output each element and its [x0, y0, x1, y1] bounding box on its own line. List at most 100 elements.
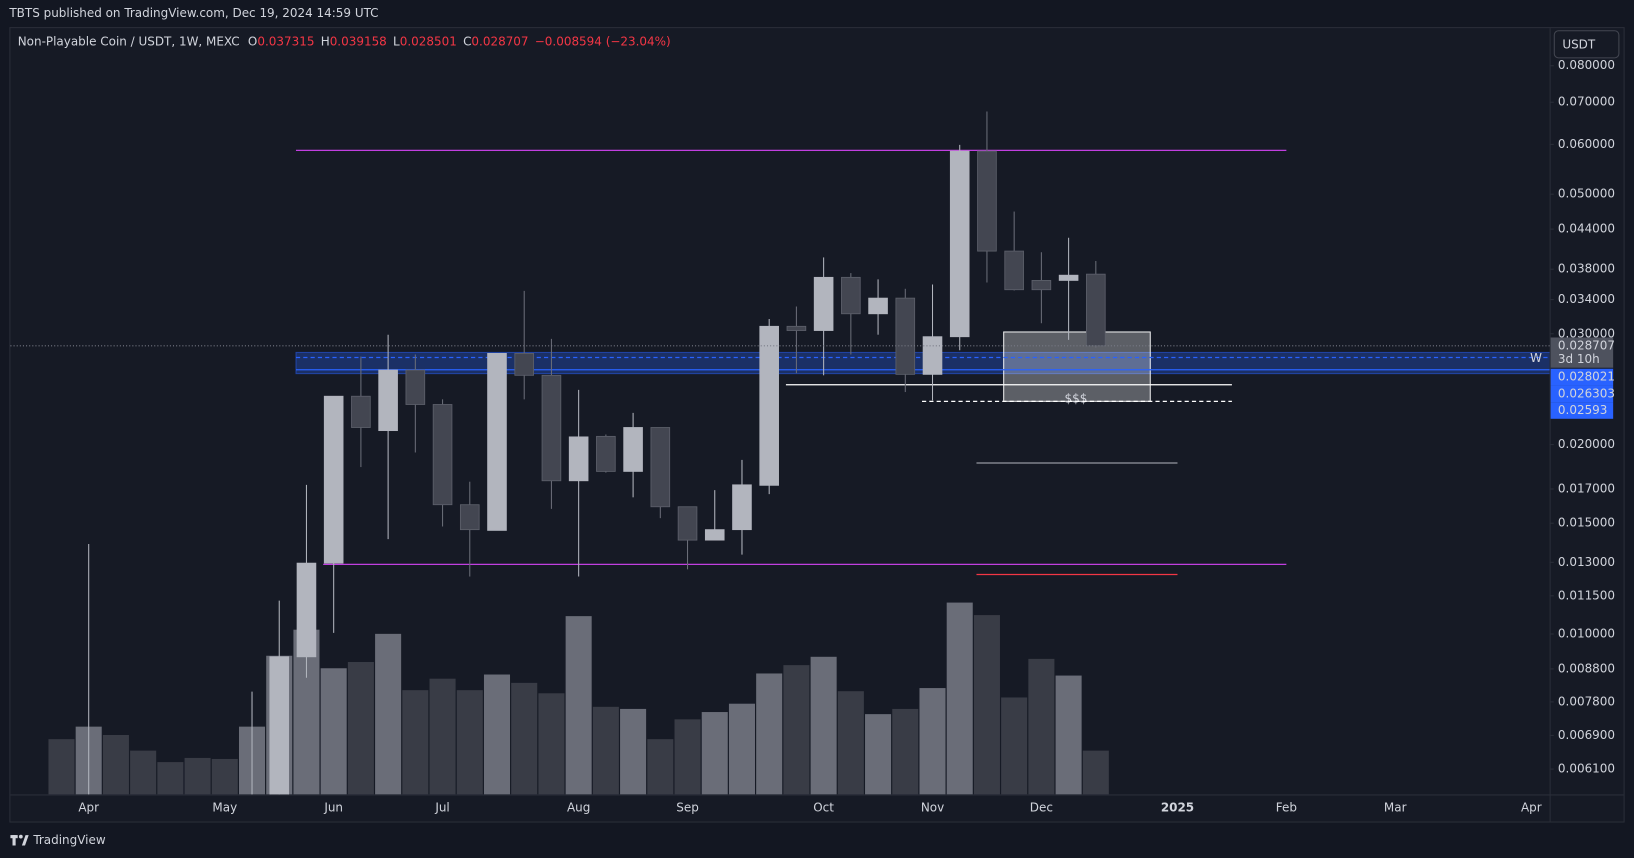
brand-name: TradingView — [32, 833, 106, 847]
candle-body — [1004, 250, 1024, 291]
volume-bar — [1082, 750, 1109, 795]
candle-body — [323, 395, 344, 564]
price-label-box — [1550, 385, 1614, 403]
volume-bar — [402, 690, 429, 795]
volume-bar — [810, 656, 837, 795]
volume-bar — [620, 708, 647, 795]
ohlc-key: H — [321, 34, 330, 48]
plot-area: $$$ W — [48, 111, 1550, 795]
ohlc-key: C — [463, 34, 471, 48]
candle-body — [841, 276, 861, 315]
candle-body — [786, 325, 807, 331]
candle-body — [895, 297, 916, 375]
volume-bar — [102, 734, 129, 795]
candle-body — [650, 427, 671, 508]
x-tick-label: Mar — [1384, 800, 1407, 814]
y-tick-label: 0.044000 — [1558, 222, 1615, 236]
y-tick-label: 0.030000 — [1558, 326, 1615, 340]
candle-body — [813, 276, 834, 331]
candle-body — [378, 369, 398, 432]
candle-body — [977, 150, 997, 252]
volume-bar — [674, 719, 701, 795]
level-label: W — [1530, 351, 1542, 365]
ohlc-value: 0.028501 — [400, 34, 457, 48]
candle-body — [1086, 273, 1106, 347]
y-tick-label: 0.050000 — [1558, 187, 1615, 201]
y-tick-label: 0.015000 — [1558, 516, 1615, 530]
y-tick-label: 0.007800 — [1558, 694, 1615, 708]
volume-bar — [157, 762, 184, 795]
ohlc-value: 0.028707 — [471, 34, 528, 48]
volume-bar — [184, 757, 211, 795]
candle-body — [514, 352, 535, 376]
ohlc-value: 0.039158 — [330, 34, 387, 48]
x-tick-label: Dec — [1030, 800, 1053, 814]
candle-body — [623, 427, 643, 472]
candle-body — [1058, 274, 1079, 281]
x-tick-label: Feb — [1276, 800, 1297, 814]
y-tick-label: 0.010000 — [1558, 626, 1615, 640]
volume-bar — [892, 708, 919, 795]
ohlc-value: 0.037315 — [257, 34, 314, 48]
volume-bar — [48, 739, 75, 795]
volume-bar — [483, 674, 511, 795]
x-tick-label: Jun — [323, 800, 343, 814]
volume-bar — [1028, 658, 1055, 795]
x-tick-label: Apr — [1521, 800, 1542, 814]
candle-body — [296, 562, 317, 658]
volume-bar — [1055, 675, 1082, 795]
candle-body — [949, 150, 970, 338]
y-tick-label: 0.020000 — [1558, 437, 1615, 451]
candle-body — [269, 656, 290, 795]
y-tick-label: 0.017000 — [1558, 481, 1615, 495]
volume-bar — [756, 673, 783, 795]
volume-bar — [1001, 697, 1028, 795]
candle-body — [922, 336, 943, 375]
candle-body — [596, 435, 616, 472]
candle-body — [487, 352, 507, 531]
current-price-box — [1550, 337, 1614, 368]
volume-bar — [592, 706, 619, 795]
y-tick-label: 0.006100 — [1558, 762, 1615, 776]
current-price-label: 0.028707 — [1558, 338, 1615, 352]
volume-bar — [565, 616, 592, 795]
volume-bar — [347, 662, 374, 795]
symbol: Non-Playable Coin / USDT, 1W, MEXC — [18, 34, 240, 48]
y-tick-label: 0.034000 — [1558, 292, 1615, 306]
x-tick-label: Apr — [78, 800, 99, 814]
x-tick-label: Sep — [676, 800, 699, 814]
volume-bar — [973, 615, 1000, 795]
volume-bar — [429, 678, 456, 795]
x-tick-label: Oct — [813, 800, 834, 814]
published-note: TBTS published on TradingView.com, Dec 1… — [8, 6, 378, 20]
candle-body — [541, 374, 562, 482]
y-tick-label: 0.008800 — [1558, 661, 1615, 675]
candle-body — [459, 504, 480, 531]
countdown-label: 3d 10h — [1558, 352, 1600, 366]
volume-bar — [211, 758, 238, 795]
volume-bar — [320, 668, 347, 795]
x-tick-label: Nov — [921, 800, 944, 814]
currency-button[interactable] — [1553, 30, 1620, 59]
volume-bar — [783, 665, 810, 795]
price-label-box — [1550, 402, 1614, 419]
candle-body — [759, 325, 779, 486]
candle-body — [677, 506, 698, 541]
volume-bar — [865, 714, 892, 795]
candle-body — [704, 529, 725, 541]
candle-body — [868, 297, 888, 315]
brand-logo — [10, 834, 29, 846]
volume-bar — [837, 691, 864, 795]
zone-label: $$$ — [1065, 392, 1088, 406]
candle-body — [732, 484, 752, 531]
volume-bar — [919, 688, 946, 795]
symbol-legend: Non-Playable Coin / USDT, 1W, MEXC O0.037… — [18, 34, 671, 48]
y-tick-label: 0.080000 — [1558, 58, 1615, 72]
volume-bar — [946, 602, 973, 795]
candle-body — [1031, 279, 1052, 291]
x-tick-label: Jul — [434, 800, 449, 814]
volume-bar — [701, 712, 728, 795]
y-tick-label: 0.011500 — [1558, 588, 1615, 602]
